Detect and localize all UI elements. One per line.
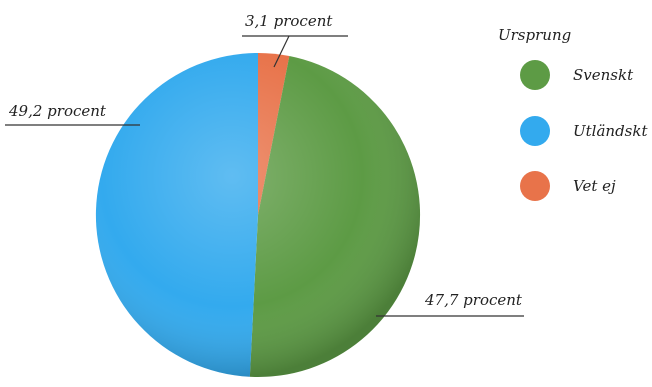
legend-swatch-utlandskt [520, 116, 550, 146]
slice-label-vet-ej: 3,1 procent [242, 12, 348, 68]
legend-label-utlandskt: Utländskt [573, 122, 648, 140]
legend-swatch-svenskt [520, 60, 550, 90]
legend-title: Ursprung [498, 26, 571, 44]
leader-line [273, 35, 290, 68]
legend-label-vet-ej: Vet ej [573, 177, 616, 195]
legend-item-utlandskt: Utländskt [520, 116, 648, 146]
slice-label-utlandskt-text: 49,2 procent [8, 102, 107, 120]
slice-label-utlandskt: 49,2 procent [5, 102, 140, 126]
legend-swatch-vet-ej [520, 171, 550, 201]
pie-slices [95, 52, 421, 378]
legend-item-vet-ej: Vet ej [520, 171, 616, 201]
slice-label-svenskt-text: 47,7 procent [424, 291, 523, 309]
legend: Ursprung Svenskt Utländskt Vet ej [498, 26, 648, 201]
pie-slice-utlandskt [95, 52, 258, 377]
legend-label-svenskt: Svenskt [573, 66, 634, 84]
slice-label-svenskt: 47,7 procent [376, 291, 524, 317]
legend-item-svenskt: Svenskt [520, 60, 634, 90]
slice-label-vet-ej-text: 3,1 procent [245, 12, 333, 30]
